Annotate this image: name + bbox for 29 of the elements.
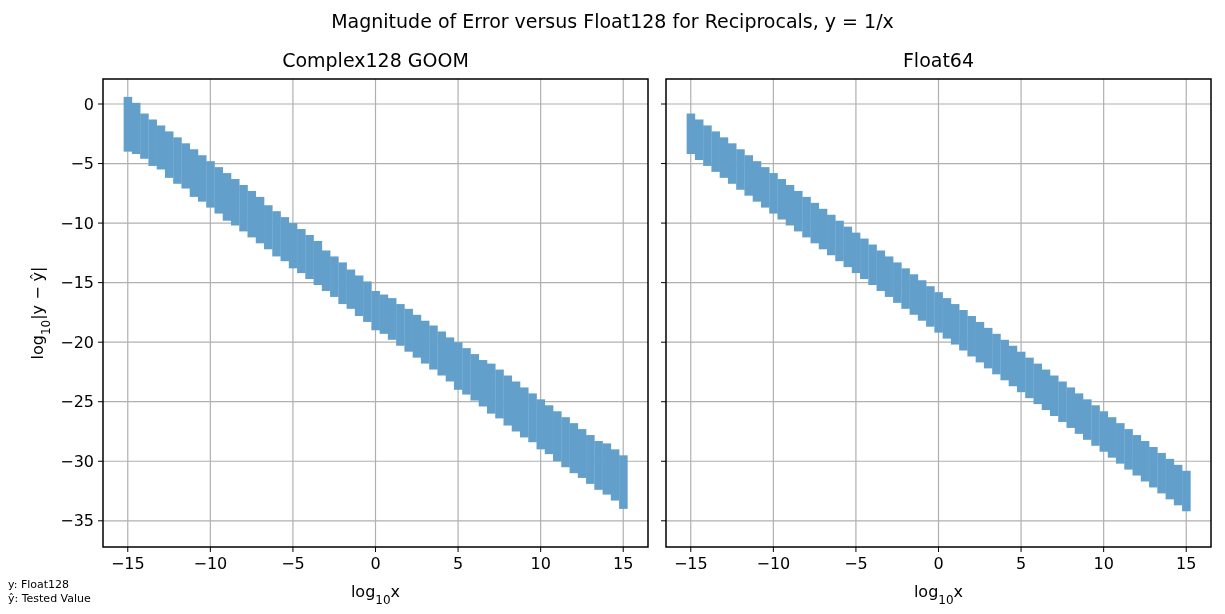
x-tick-label: 10 — [1093, 554, 1114, 573]
x-tick-label: −15 — [673, 554, 708, 573]
x-tick-label: 5 — [1015, 554, 1027, 573]
x-axis-title: log$_{10}$x — [350, 582, 401, 607]
x-tick-label: −10 — [756, 554, 791, 573]
y-tick-label: −10 — [60, 213, 94, 233]
y-tick-label: 0 — [83, 94, 94, 114]
x-tick-label: 10 — [530, 554, 551, 573]
y-tick-label: −20 — [60, 332, 94, 352]
y-tick-label: −5 — [70, 154, 94, 174]
text: Magnitude of Error versus Float128 for Reciprocals, y = 1/x — [331, 10, 894, 32]
x-tick-label: 5 — [452, 554, 464, 573]
x-tick-label: −15 — [110, 554, 145, 573]
y-tick-label: −25 — [60, 392, 94, 412]
x-tick-label: 0 — [933, 554, 944, 573]
x-tick-label: 15 — [613, 554, 634, 573]
x-tick-label: −5 — [844, 554, 868, 573]
text: y: Float128 — [8, 578, 70, 591]
x-tick-label: −5 — [281, 554, 305, 573]
x-tick-label: −10 — [193, 554, 228, 573]
y-tick-label: −15 — [60, 273, 94, 293]
y-tick-label: −35 — [60, 511, 94, 531]
x-tick-label: 15 — [1176, 554, 1197, 573]
x-axis-title: log$_{10}$x — [913, 582, 964, 607]
chart-title: Float64 — [902, 49, 975, 71]
chart-title: Complex128 GOOM — [282, 49, 469, 71]
text: ŷ: Tested Value — [8, 592, 92, 605]
y-tick-label: −30 — [60, 451, 94, 471]
x-tick-label: 0 — [370, 554, 381, 573]
